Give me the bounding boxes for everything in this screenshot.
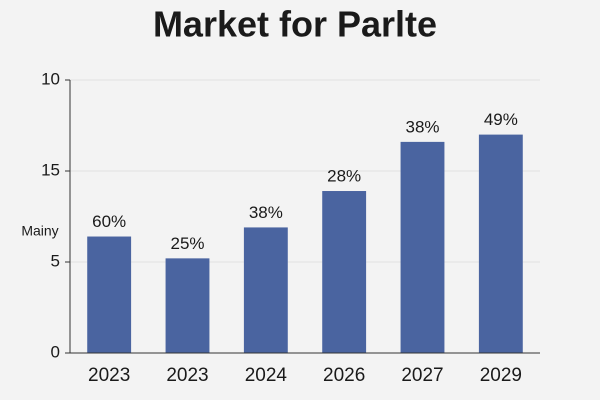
x-tick-label: 2024: [245, 365, 288, 386]
value-label: 60%: [92, 212, 126, 231]
bar: [87, 236, 132, 353]
y-axis-label: Mainy: [21, 223, 58, 239]
x-tick-label: 2023: [88, 365, 130, 386]
y-tick-label: 10: [41, 69, 60, 88]
value-label: 28%: [327, 167, 361, 186]
x-tick-label: 2027: [401, 365, 443, 386]
x-tick-label: 2029: [480, 365, 522, 386]
value-label: 38%: [405, 117, 439, 136]
chart-title: Market for Parlte: [153, 4, 437, 45]
y-tick-label: 5: [51, 251, 60, 270]
bar: [400, 141, 445, 353]
bar: [322, 191, 367, 353]
value-label: 38%: [249, 203, 283, 222]
x-tick-label: 2026: [323, 365, 365, 386]
value-label: 49%: [484, 110, 518, 129]
y-tick-label: 0: [51, 342, 60, 361]
value-label: 25%: [170, 234, 204, 253]
x-tick-label: 2023: [166, 365, 208, 386]
bar: [243, 227, 288, 353]
bar: [165, 258, 210, 353]
bar: [478, 134, 523, 353]
y-tick-label: 15: [41, 160, 60, 179]
